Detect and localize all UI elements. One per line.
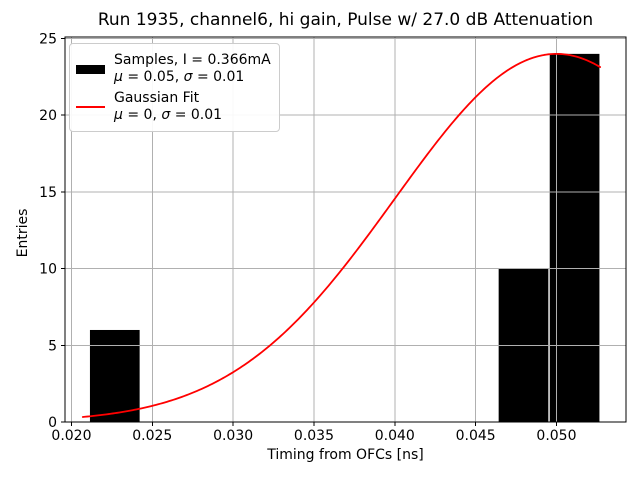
y-tick-label: 0 (48, 415, 57, 431)
samples-swatch-col (76, 64, 114, 74)
fit-label: Gaussian Fit (114, 90, 200, 106)
x-tick-label: 0.025 (132, 428, 172, 444)
x-tick-label: 0.050 (536, 428, 576, 444)
y-tick-label: 20 (39, 108, 57, 124)
histogram-bar (549, 53, 600, 423)
samples-params: μ = 0.05, σ = 0.01 (114, 69, 245, 85)
axes-spines (64, 36, 627, 423)
x-tick-label: 0.040 (375, 428, 415, 444)
legend: Samples, I = 0.366mA μ = 0.05, σ = 0.01 … (69, 43, 280, 132)
x-tick-label: 0.045 (456, 428, 496, 444)
samples-label: Samples, I = 0.366mA (114, 52, 271, 68)
samples-legend-text: Samples, I = 0.366mA μ = 0.05, σ = 0.01 (114, 52, 271, 86)
y-tick-label: 25 (39, 32, 57, 48)
x-axis-label: Timing from OFCs [ns] (267, 447, 424, 463)
x-tick-label: 0.030 (213, 428, 253, 444)
fit-params: μ = 0, σ = 0.01 (114, 107, 223, 123)
legend-item-samples: Samples, I = 0.366mA μ = 0.05, σ = 0.01 (76, 52, 273, 86)
samples-swatch (76, 64, 105, 74)
y-tick-label: 5 (48, 338, 57, 354)
y-tick-label: 15 (39, 185, 57, 201)
y-axis-label: Entries (15, 208, 31, 258)
fit-legend-text: Gaussian Fit μ = 0, σ = 0.01 (114, 90, 222, 124)
histogram-bar (89, 329, 140, 422)
x-tick-label: 0.035 (294, 428, 334, 444)
x-tick-label: 0.020 (51, 428, 91, 444)
fit-swatch-col (76, 106, 114, 108)
gaussian-fit-curve (81, 52, 602, 418)
chart-title: Run 1935, channel6, hi gain, Pulse w/ 27… (97, 10, 594, 30)
legend-item-fit: Gaussian Fit μ = 0, σ = 0.01 (76, 90, 273, 124)
fit-swatch (76, 106, 105, 108)
y-tick-label: 10 (39, 262, 57, 278)
